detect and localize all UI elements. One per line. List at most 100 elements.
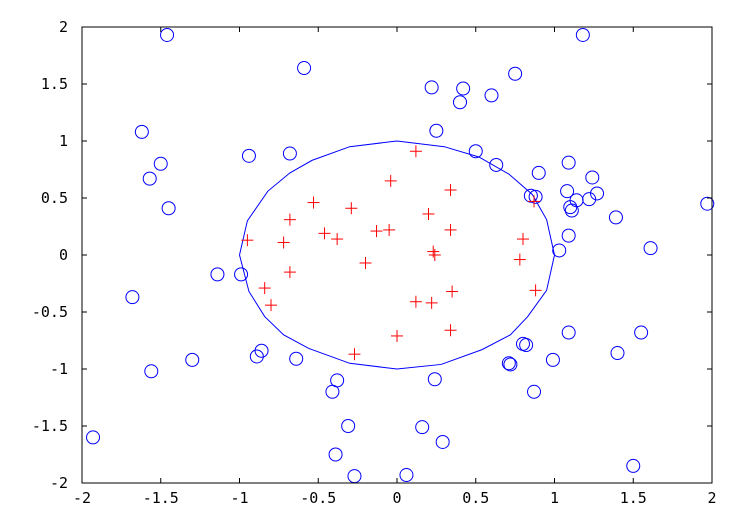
plus-point xyxy=(409,295,422,308)
circle-point xyxy=(210,267,225,282)
circle-point xyxy=(234,267,249,282)
plus-point xyxy=(384,174,397,187)
plus-point xyxy=(528,195,541,208)
circle-point xyxy=(561,155,576,170)
circle-point xyxy=(564,203,579,218)
plus-point xyxy=(446,285,459,298)
circle-point xyxy=(610,346,625,361)
circle-point xyxy=(347,469,362,484)
circle-point xyxy=(519,338,534,353)
circle-point xyxy=(626,458,641,473)
circle-point xyxy=(282,146,297,161)
plus-point xyxy=(277,236,290,249)
decision-boundary xyxy=(238,140,556,370)
plus-point xyxy=(265,299,277,312)
circle-point xyxy=(523,188,538,203)
plus-point xyxy=(529,284,542,297)
axes: -2 -1.5 -1 -0.5 0 0.5 1 1.5 2 -2 -1.5 -1 -0.5 0 0.5 1 1.… xyxy=(32,18,717,507)
circle-point xyxy=(590,186,605,201)
circle-point xyxy=(468,144,483,159)
circle-point xyxy=(289,351,304,366)
plus-point xyxy=(427,245,440,258)
y-tick-label: -2 xyxy=(50,474,68,492)
plus-point xyxy=(348,348,361,361)
circle-point xyxy=(144,364,159,379)
plus-point xyxy=(422,207,435,220)
circle-point xyxy=(508,66,523,81)
circle-point xyxy=(552,243,567,258)
circle-point xyxy=(501,356,516,371)
plus-point xyxy=(383,223,396,236)
circle-point xyxy=(585,170,600,185)
x-tick-label: 0.5 xyxy=(462,489,489,507)
plus-point xyxy=(517,233,529,246)
circle-point xyxy=(634,325,649,340)
x-tick-label: -1 xyxy=(230,489,248,507)
y-tick-label: 2 xyxy=(59,18,68,36)
circle-point xyxy=(254,343,269,358)
circle-point xyxy=(399,468,414,483)
circle-point xyxy=(560,184,575,199)
circle-point xyxy=(86,430,101,445)
circle-point xyxy=(456,81,471,96)
circle-point xyxy=(528,189,543,204)
plus-point xyxy=(444,184,457,197)
circle-point xyxy=(582,192,597,207)
y-tick-label: 0.5 xyxy=(41,189,68,207)
circle-point xyxy=(484,88,499,103)
plus-point xyxy=(307,196,320,209)
circle-point xyxy=(328,447,343,462)
circle-point xyxy=(643,241,658,256)
circle-point xyxy=(545,352,560,367)
y-tick-label: -1 xyxy=(50,360,68,378)
x-tick-label: -1.5 xyxy=(143,489,179,507)
plus-point xyxy=(241,234,254,247)
circle-point xyxy=(563,200,578,215)
plus-point xyxy=(283,266,296,279)
circle-point xyxy=(427,372,442,387)
circle-point xyxy=(415,420,430,435)
plus-point xyxy=(444,223,457,236)
circle-point xyxy=(125,290,140,305)
x-tick-label: 1.5 xyxy=(620,489,647,507)
y-tick-label: 0 xyxy=(59,246,68,264)
circle-point xyxy=(489,157,504,172)
plus-point xyxy=(283,213,296,226)
circle-point xyxy=(341,419,356,433)
circle-point xyxy=(161,201,176,216)
plus-point xyxy=(409,145,422,158)
plot-frame xyxy=(81,26,713,484)
circle-point xyxy=(575,27,590,42)
x-tick-label: -0.5 xyxy=(300,489,336,507)
circle-point xyxy=(424,80,439,95)
y-tick-label: -1.5 xyxy=(32,417,68,435)
circle-point xyxy=(561,228,576,243)
plus-point xyxy=(428,249,441,261)
plus-point xyxy=(318,227,331,240)
circle-point xyxy=(249,349,264,364)
circle-point xyxy=(429,123,444,138)
circle-point xyxy=(531,165,546,180)
y-tick-label: 1 xyxy=(59,132,68,150)
circle-point xyxy=(561,325,576,340)
plus-point xyxy=(513,253,526,266)
circle-point xyxy=(608,210,623,225)
plus-point xyxy=(331,233,344,246)
circle-point xyxy=(153,156,168,171)
y-tick-label: -0.5 xyxy=(32,303,68,321)
x-tick-label: 2 xyxy=(707,489,716,507)
circle-point xyxy=(453,95,467,110)
circle-point xyxy=(325,384,340,399)
plus-point xyxy=(359,256,372,269)
y-tick-label: 1.5 xyxy=(41,75,68,93)
inside-points xyxy=(241,145,542,361)
circle-point xyxy=(435,434,450,449)
outside-points xyxy=(86,27,715,484)
plus-point xyxy=(391,329,403,342)
circle-point xyxy=(700,196,715,211)
x-tick-label: -2 xyxy=(73,489,91,507)
x-tick-label: 1 xyxy=(550,489,559,507)
circle-point xyxy=(527,384,542,399)
x-tick-label: 0 xyxy=(392,489,401,507)
